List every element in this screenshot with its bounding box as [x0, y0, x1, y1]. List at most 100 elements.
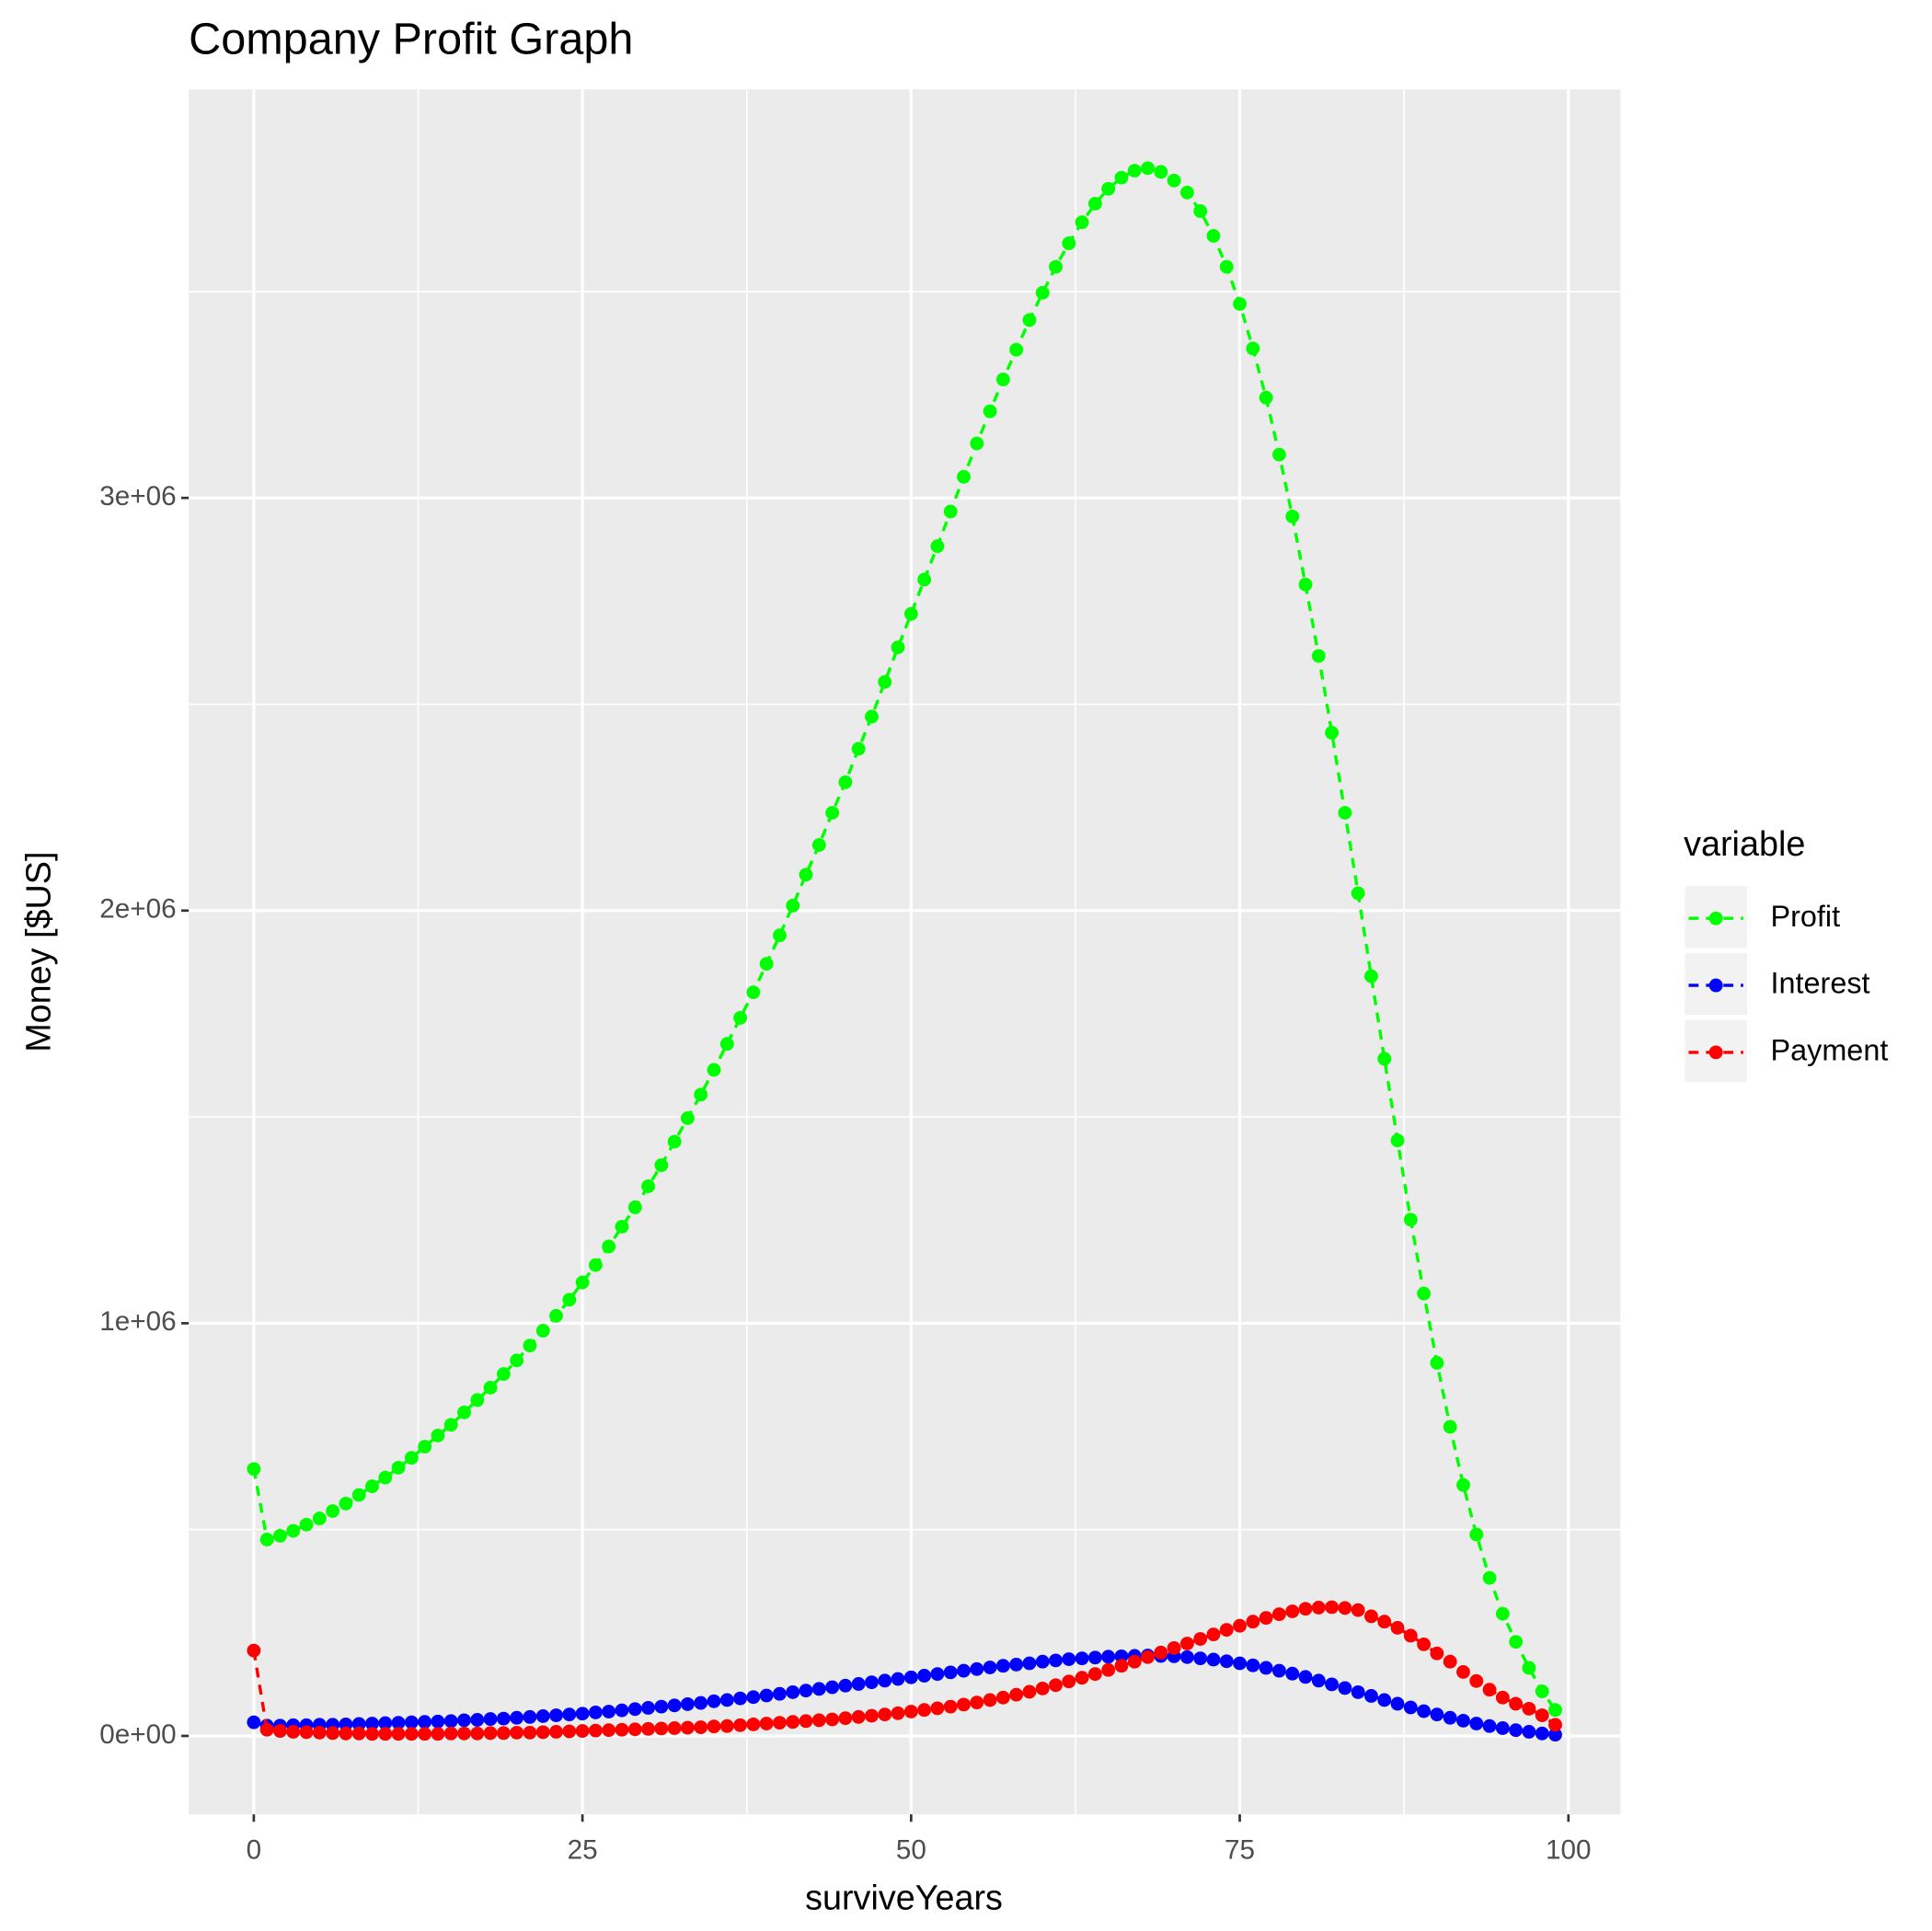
- x-tick-label: 50: [896, 1835, 926, 1866]
- data-point: [1049, 259, 1063, 274]
- data-point: [891, 640, 905, 655]
- data-point: [851, 741, 866, 756]
- data-point: [1101, 181, 1116, 196]
- data-point: [773, 1716, 787, 1730]
- marks: [247, 161, 1562, 1742]
- data-point: [917, 1669, 932, 1683]
- data-point: [1087, 1650, 1102, 1665]
- data-point: [995, 1659, 1010, 1673]
- data-point: [1364, 969, 1378, 983]
- data-point: [878, 674, 892, 689]
- y-tick-label: 3e+06: [99, 481, 176, 511]
- data-point: [351, 1488, 366, 1502]
- data-point: [1443, 1654, 1457, 1669]
- data-point: [1035, 1654, 1050, 1669]
- data-point: [719, 1693, 734, 1707]
- data-point: [1469, 1673, 1484, 1688]
- data-point: [1049, 1653, 1063, 1668]
- data-point: [1390, 1696, 1405, 1711]
- data-point: [654, 1158, 669, 1172]
- data-point: [496, 1726, 511, 1741]
- data-point: [1179, 185, 1194, 200]
- data-point: [1009, 1657, 1024, 1672]
- data-point: [995, 1690, 1010, 1705]
- x-axis-title: surviveYears: [805, 1879, 1003, 1917]
- data-point: [443, 1418, 458, 1432]
- data-point: [1351, 886, 1365, 901]
- data-point: [1325, 1600, 1340, 1615]
- data-point: [615, 1703, 629, 1718]
- data-point: [1495, 1721, 1510, 1735]
- legend-point: [1708, 978, 1723, 993]
- data-point: [641, 1701, 655, 1715]
- y-tick-label: 0e+00: [99, 1719, 176, 1750]
- data-point: [418, 1715, 432, 1730]
- y-tick-label: 2e+06: [99, 894, 176, 925]
- data-point: [759, 1688, 774, 1703]
- data-point: [1062, 1652, 1076, 1666]
- data-point: [930, 1701, 945, 1716]
- data-point: [878, 1673, 892, 1688]
- data-point: [970, 436, 984, 451]
- data-point: [575, 1275, 590, 1290]
- data-point: [259, 1533, 274, 1546]
- data-point: [799, 1684, 813, 1698]
- data-point: [878, 1707, 892, 1722]
- data-point: [549, 1308, 563, 1323]
- data-point: [1259, 390, 1273, 405]
- data-point: [1179, 1637, 1194, 1650]
- data-point: [943, 1665, 958, 1680]
- data-point: [983, 1693, 997, 1707]
- data-point: [1285, 509, 1300, 523]
- data-point: [1062, 1674, 1076, 1689]
- data-point: [1022, 1684, 1037, 1699]
- data-point: [1259, 1611, 1273, 1626]
- data-point: [378, 1470, 393, 1485]
- data-point: [811, 1713, 826, 1728]
- data-point: [1548, 1703, 1562, 1718]
- legend: Profit Interest Payment: [1685, 886, 1888, 1083]
- data-point: [1206, 228, 1221, 243]
- data-point: [1311, 649, 1326, 663]
- data-point: [351, 1717, 366, 1731]
- data-point: [1233, 296, 1247, 311]
- data-point: [1298, 1602, 1313, 1616]
- data-point: [903, 1705, 918, 1718]
- data-point: [1246, 1658, 1260, 1672]
- data-point: [391, 1727, 406, 1741]
- data-point: [903, 1670, 918, 1684]
- data-point: [1338, 806, 1352, 820]
- data-point: [759, 957, 774, 971]
- data-point: [1285, 1666, 1300, 1681]
- data-point: [1009, 342, 1024, 357]
- data-point: [865, 1675, 879, 1690]
- data-point: [865, 709, 879, 724]
- data-point: [365, 1727, 379, 1741]
- data-point: [943, 504, 958, 519]
- data-point: [443, 1726, 458, 1741]
- data-point: [391, 1460, 406, 1475]
- data-point: [786, 1715, 800, 1730]
- data-point: [1062, 236, 1076, 250]
- data-point: [326, 1504, 340, 1518]
- data-point: [1443, 1420, 1457, 1434]
- data-point: [615, 1722, 629, 1737]
- data-point: [1430, 1356, 1444, 1370]
- data-point: [523, 1709, 537, 1724]
- data-point: [1390, 1133, 1405, 1148]
- data-point: [903, 606, 918, 621]
- data-point: [627, 1200, 642, 1214]
- data-point: [1377, 1052, 1392, 1066]
- data-point: [588, 1258, 603, 1272]
- data-point: [1417, 1286, 1432, 1301]
- data-point: [1548, 1728, 1562, 1742]
- data-point: [1272, 447, 1286, 462]
- data-point: [575, 1707, 590, 1721]
- data-point: [1075, 1671, 1089, 1685]
- data-point: [1285, 1604, 1300, 1618]
- data-point: [431, 1714, 445, 1729]
- data-point: [641, 1721, 655, 1736]
- data-point: [995, 373, 1010, 386]
- data-point: [404, 1451, 419, 1465]
- data-point: [326, 1726, 340, 1741]
